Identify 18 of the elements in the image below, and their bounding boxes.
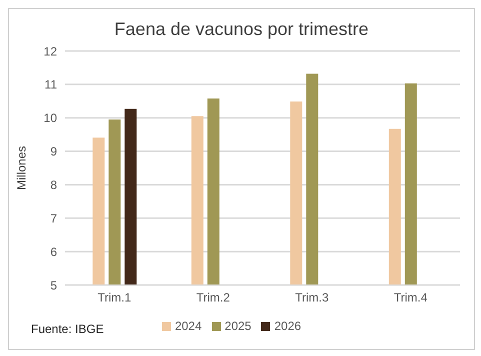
x-tick-label: Trim.3 xyxy=(295,290,329,305)
y-tick-label: 11 xyxy=(44,78,58,92)
legend-label: 2025 xyxy=(224,319,252,333)
y-tick-label: 5 xyxy=(50,278,58,292)
y-tick-label: 12 xyxy=(44,44,58,58)
chart-title: Faena de vacunos por trimestre xyxy=(113,19,370,40)
y-tick-label: 7 xyxy=(50,211,58,226)
legend-label: 2026 xyxy=(274,319,302,333)
legend-label: 2024 xyxy=(174,319,202,333)
source-note: Fuente: IBGE xyxy=(31,322,104,336)
x-tick-label: Trim.1 xyxy=(98,290,132,305)
y-tick-label: 10 xyxy=(44,111,58,126)
x-tick-label: Trim.4 xyxy=(394,290,428,305)
y-tick-label: 9 xyxy=(50,144,58,159)
x-tick-label: Trim.2 xyxy=(196,290,230,305)
y-tick-label: 8 xyxy=(50,178,58,192)
y-axis-title: Millones xyxy=(14,146,28,190)
y-tick-label: 6 xyxy=(50,244,58,259)
